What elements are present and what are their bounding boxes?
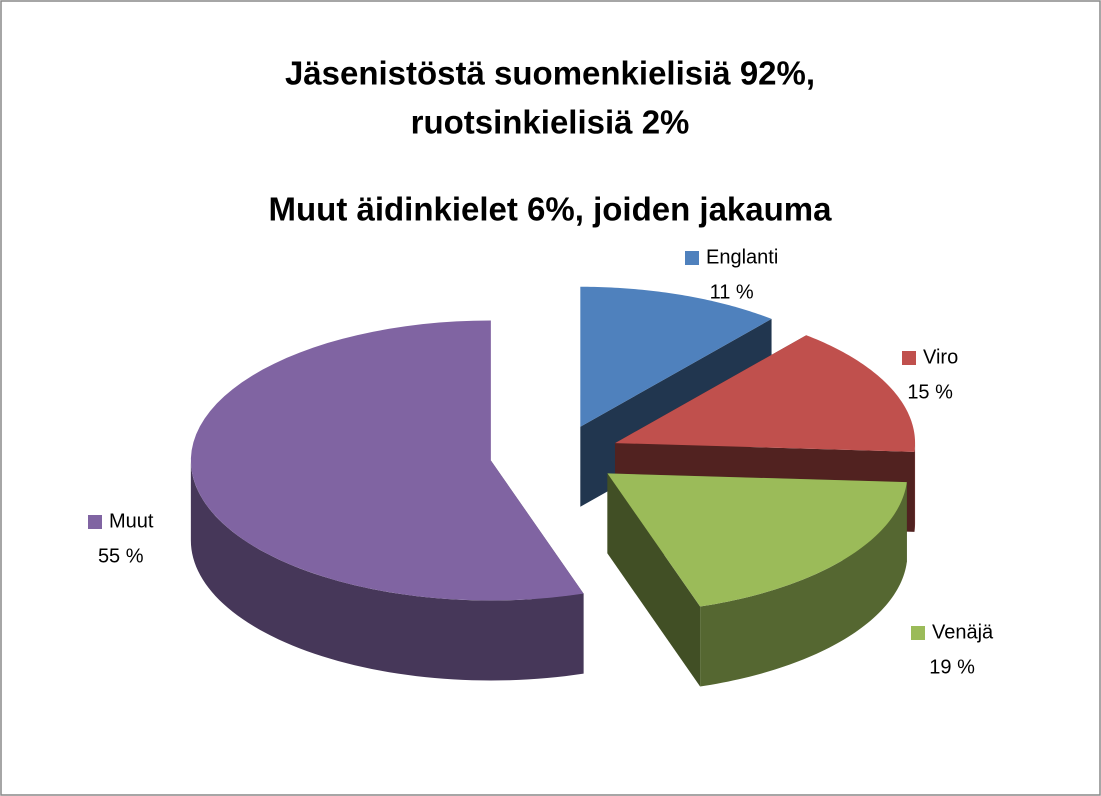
chart-title: Jäsenistöstä suomenkielisiä 92%, — [285, 55, 815, 92]
chart-title: ruotsinkielisiä 2% — [411, 104, 690, 141]
slice-side — [607, 473, 701, 687]
slice — [615, 335, 916, 452]
category-label: Muut — [109, 510, 154, 532]
slice — [607, 473, 907, 607]
legend-swatch — [685, 251, 699, 265]
legend-swatch — [911, 626, 925, 640]
value-label: 15 % — [907, 381, 953, 403]
category-label: Venäjä — [932, 621, 994, 643]
slice-wall — [700, 482, 907, 687]
category-label: Englanti — [706, 246, 778, 268]
chart-subtitle: Muut äidinkielet 6%, joiden jakauma — [269, 191, 833, 228]
value-label: 19 % — [929, 656, 975, 678]
legend-swatch — [88, 515, 102, 529]
slice-wall — [914, 443, 916, 532]
legend-swatch — [902, 351, 916, 365]
value-label: 11 % — [710, 281, 754, 303]
slice — [190, 320, 584, 601]
slice — [580, 286, 772, 427]
slice-wall — [190, 460, 584, 681]
value-label: 55 % — [98, 545, 144, 567]
category-label: Viro — [923, 346, 958, 368]
